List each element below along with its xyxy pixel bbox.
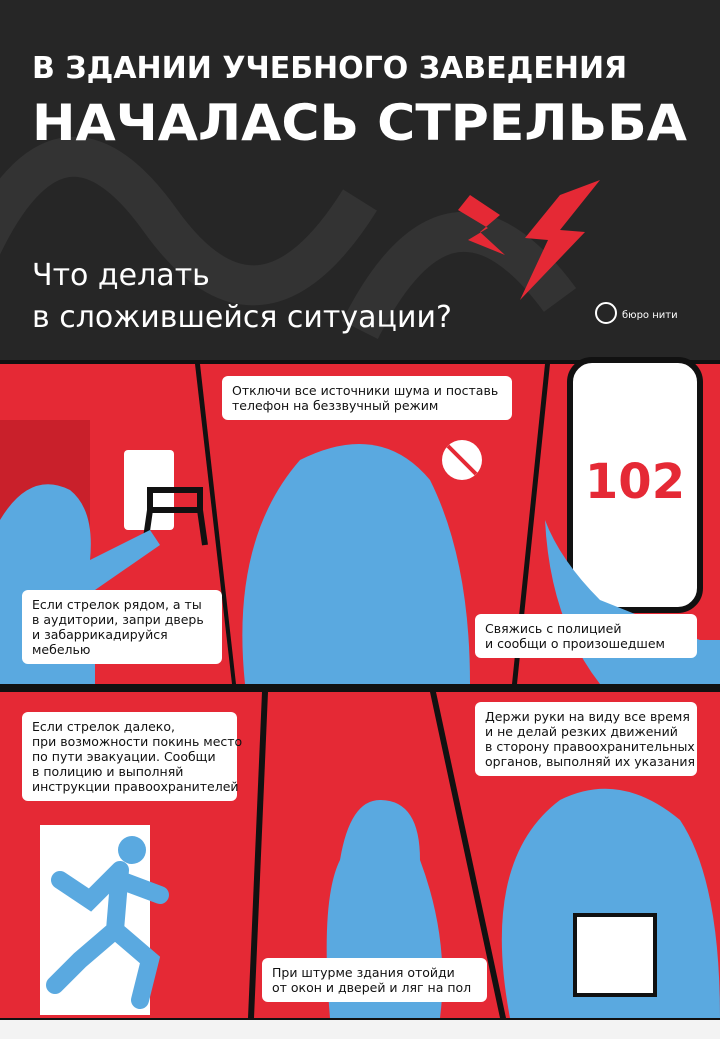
caption-line: в аудитории, запри дверь: [32, 612, 204, 627]
subtitle-line: Что делать: [32, 258, 210, 293]
mute-line: [446, 444, 478, 476]
caption-line: в полицию и выполняй: [32, 764, 183, 779]
caption-line: Отключи все источники шума и поставь: [232, 383, 498, 398]
caption-line: и забаррикадируйся: [32, 627, 168, 642]
caption-line: телефон на беззвучный режим: [232, 398, 438, 413]
caption-line: по пути эвакуации. Сообщи: [32, 749, 216, 764]
caption-box: [475, 702, 697, 776]
bottom-strip: [0, 1020, 720, 1039]
caption-box: [222, 376, 512, 420]
runner: [46, 861, 169, 1009]
caption-line: Если стрелок далеко,: [32, 719, 175, 734]
runner: [118, 836, 146, 864]
caption-line: при возможности покинь место: [32, 734, 242, 749]
caption-line: При штурме здания отойди: [272, 965, 455, 980]
caption-line: и не делай резких движений: [485, 724, 678, 739]
caption-line: органов, выполняй их указания: [485, 754, 695, 769]
caption-box: [22, 712, 237, 801]
lightning: [520, 180, 600, 300]
person: [501, 788, 720, 1018]
caption-box: [475, 614, 697, 658]
title-line: НАЧАЛАСЬ СТРЕЛЬБА: [32, 94, 687, 152]
caption-line: Если стрелок рядом, а ты: [32, 597, 202, 612]
caption-box: [262, 958, 487, 1002]
person: [242, 444, 470, 684]
caption-line: в сторону правоохранительных: [485, 739, 695, 754]
caption-line: Свяжись с полицией: [485, 621, 621, 636]
title-line: В ЗДАНИИ УЧЕБНОГО ЗАВЕДЕНИЯ: [32, 51, 627, 86]
lightning: [458, 195, 505, 255]
caption-line: мебелью: [32, 642, 90, 657]
phone: [567, 357, 703, 613]
logo: бюро нити: [622, 310, 678, 321]
phone-number: 102: [585, 454, 685, 510]
caption-box: [22, 590, 222, 664]
qr-code: [573, 913, 657, 997]
caption-line: от окон и дверей и ляг на пол: [272, 980, 471, 995]
caption-line: Держи руки на виду все время: [485, 709, 690, 724]
caption-line: инструкции правоохранителей: [32, 779, 239, 794]
caption-line: и сообщи о произошедшем: [485, 636, 665, 651]
logo-emblem: [595, 302, 617, 324]
graffiti: [0, 136, 577, 339]
subtitle-line: в сложившейся ситуации?: [32, 300, 452, 335]
